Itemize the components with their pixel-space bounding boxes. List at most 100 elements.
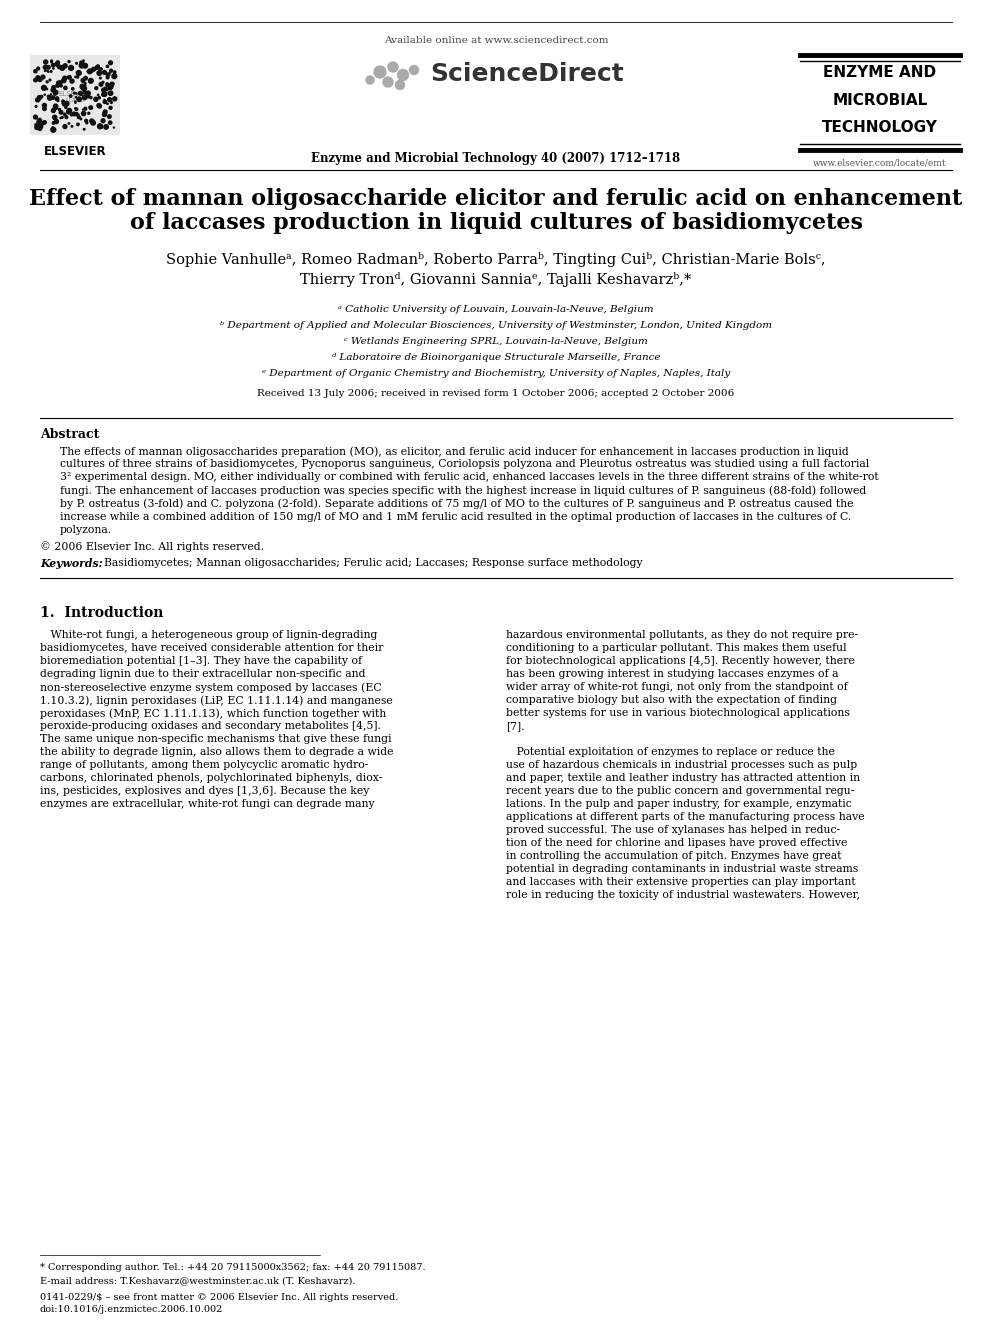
- Circle shape: [78, 91, 82, 95]
- Circle shape: [56, 97, 59, 101]
- Circle shape: [79, 61, 82, 64]
- Text: use of hazardous chemicals in industrial processes such as pulp: use of hazardous chemicals in industrial…: [506, 761, 857, 770]
- Circle shape: [51, 61, 53, 62]
- Circle shape: [108, 98, 111, 102]
- Circle shape: [42, 86, 47, 90]
- Circle shape: [64, 103, 67, 106]
- Text: non-stereoselective enzyme system composed by laccases (EC: non-stereoselective enzyme system compos…: [40, 683, 382, 693]
- Text: ᵇ Department of Applied and Molecular Biosciences, University of Westminster, Lo: ᵇ Department of Applied and Molecular Bi…: [220, 321, 772, 329]
- Circle shape: [81, 86, 86, 91]
- Text: range of pollutants, among them polycyclic aromatic hydro-: range of pollutants, among them polycycl…: [40, 761, 368, 770]
- Circle shape: [75, 62, 77, 64]
- Circle shape: [109, 106, 112, 110]
- Circle shape: [41, 75, 45, 79]
- Circle shape: [410, 66, 419, 74]
- Circle shape: [51, 60, 53, 62]
- Circle shape: [101, 89, 106, 93]
- Circle shape: [95, 87, 98, 90]
- Text: lations. In the pulp and paper industry, for example, enzymatic: lations. In the pulp and paper industry,…: [506, 799, 852, 810]
- Circle shape: [75, 97, 76, 98]
- Text: ᵃ Catholic University of Louvain, Louvain-la-Neuve, Belgium: ᵃ Catholic University of Louvain, Louvai…: [338, 306, 654, 314]
- Circle shape: [37, 67, 40, 70]
- Circle shape: [110, 82, 114, 86]
- Circle shape: [62, 77, 66, 81]
- Circle shape: [106, 89, 108, 90]
- Circle shape: [104, 87, 106, 90]
- Circle shape: [62, 102, 66, 106]
- Text: Enzyme and Microbial Technology 40 (2007) 1712–1718: Enzyme and Microbial Technology 40 (2007…: [311, 152, 681, 165]
- Text: of laccases production in liquid cultures of basidiomycetes: of laccases production in liquid culture…: [130, 212, 862, 234]
- Circle shape: [54, 90, 58, 95]
- Circle shape: [37, 120, 40, 124]
- Circle shape: [90, 119, 93, 123]
- Circle shape: [83, 64, 87, 67]
- Circle shape: [81, 62, 84, 65]
- Circle shape: [383, 77, 393, 87]
- Circle shape: [76, 75, 78, 78]
- Circle shape: [85, 65, 87, 66]
- Circle shape: [84, 82, 86, 85]
- Text: 1.  Introduction: 1. Introduction: [40, 606, 164, 620]
- Circle shape: [110, 69, 112, 71]
- Circle shape: [48, 95, 50, 98]
- Circle shape: [54, 105, 58, 108]
- Circle shape: [52, 86, 56, 89]
- Text: Sophie Vanhulleᵃ, Romeo Radmanᵇ, Roberto Parraᵇ, Tingting Cuiᵇ, Christian-Marie : Sophie Vanhulleᵃ, Romeo Radmanᵇ, Roberto…: [167, 251, 825, 267]
- Circle shape: [66, 110, 71, 114]
- Circle shape: [62, 78, 65, 82]
- Circle shape: [106, 73, 110, 77]
- Circle shape: [51, 127, 56, 132]
- Circle shape: [388, 62, 398, 71]
- Circle shape: [62, 101, 64, 103]
- Circle shape: [83, 77, 87, 79]
- Circle shape: [44, 60, 48, 64]
- Circle shape: [106, 83, 110, 87]
- Circle shape: [52, 95, 55, 99]
- Circle shape: [79, 64, 84, 67]
- Text: Available online at www.sciencedirect.com: Available online at www.sciencedirect.co…: [384, 36, 608, 45]
- Circle shape: [58, 81, 62, 85]
- Text: doi:10.1016/j.enzmictec.2006.10.002: doi:10.1016/j.enzmictec.2006.10.002: [40, 1304, 223, 1314]
- Circle shape: [106, 83, 109, 86]
- Text: fungi. The enhancement of laccases production was species specific with the high: fungi. The enhancement of laccases produ…: [60, 486, 866, 496]
- Text: hazardous environmental pollutants, as they do not require pre-: hazardous environmental pollutants, as t…: [506, 630, 858, 640]
- Circle shape: [83, 128, 85, 130]
- Circle shape: [76, 123, 79, 126]
- Text: and paper, textile and leather industry has attracted attention in: and paper, textile and leather industry …: [506, 774, 860, 783]
- Circle shape: [63, 114, 65, 115]
- Circle shape: [84, 107, 86, 110]
- Text: ENZYME AND: ENZYME AND: [823, 65, 936, 79]
- Circle shape: [35, 126, 40, 130]
- Circle shape: [110, 102, 112, 103]
- Circle shape: [56, 83, 60, 87]
- Circle shape: [90, 69, 93, 73]
- Circle shape: [86, 91, 90, 95]
- Circle shape: [38, 124, 43, 128]
- Circle shape: [97, 94, 99, 95]
- Circle shape: [100, 67, 102, 70]
- Circle shape: [43, 103, 47, 107]
- Circle shape: [57, 65, 58, 66]
- Text: comparative biology but also with the expectation of finding: comparative biology but also with the ex…: [506, 696, 837, 705]
- Circle shape: [76, 77, 78, 78]
- Circle shape: [54, 94, 56, 95]
- Circle shape: [102, 81, 104, 83]
- Text: by P. ostreatus (3-fold) and C. polyzona (2-fold). Separate additions of 75 mg/l: by P. ostreatus (3-fold) and C. polyzona…: [60, 499, 853, 509]
- Circle shape: [83, 85, 86, 87]
- Circle shape: [70, 114, 72, 116]
- Circle shape: [111, 85, 113, 87]
- Circle shape: [101, 93, 104, 97]
- Circle shape: [74, 77, 76, 78]
- Circle shape: [87, 69, 92, 74]
- Circle shape: [55, 106, 57, 107]
- Circle shape: [105, 93, 107, 94]
- Text: ᶜ Wetlands Engineering SPRL, Louvain-la-Neuve, Belgium: ᶜ Wetlands Engineering SPRL, Louvain-la-…: [344, 337, 648, 347]
- Circle shape: [83, 87, 86, 90]
- Circle shape: [68, 110, 71, 112]
- Circle shape: [81, 78, 85, 82]
- Circle shape: [53, 115, 57, 119]
- Circle shape: [60, 85, 62, 87]
- Circle shape: [68, 61, 70, 62]
- Circle shape: [57, 61, 60, 65]
- Circle shape: [106, 77, 109, 79]
